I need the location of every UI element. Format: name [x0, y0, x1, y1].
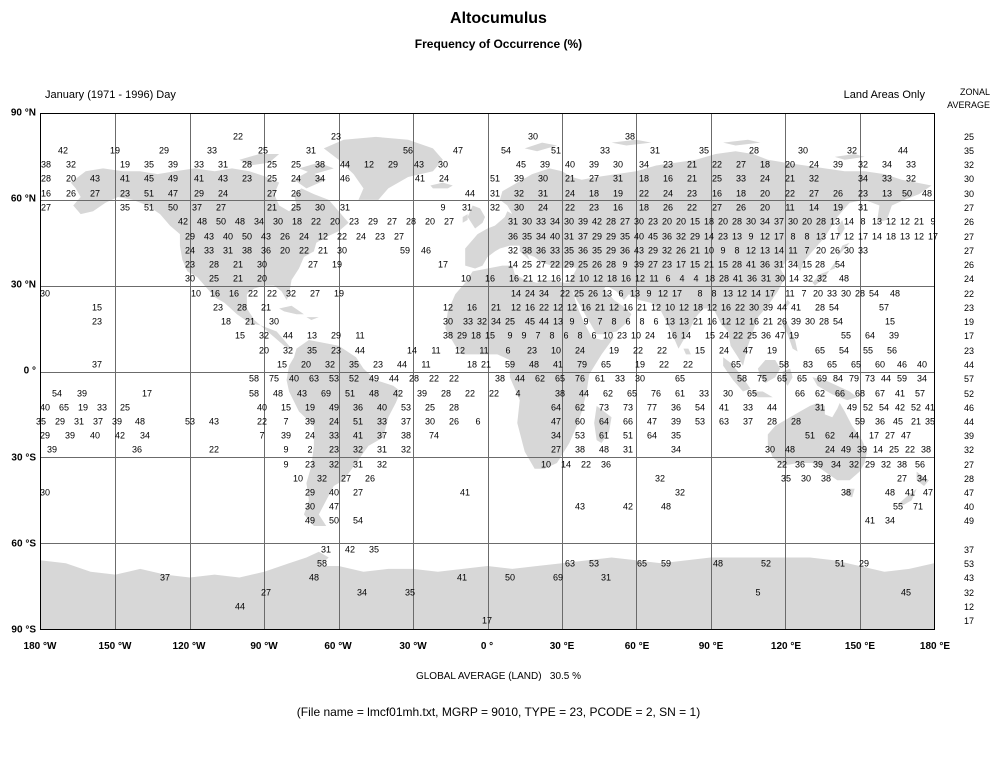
latitude-label: 60 °S — [11, 538, 36, 550]
grid-line-vertical — [413, 114, 414, 629]
global-average-label: GLOBAL AVERAGE (LAND) 30.5 % — [415, 671, 582, 682]
zonal-average-value: 26 — [963, 217, 975, 227]
madagascar-shape — [594, 405, 612, 444]
zonal-average-value: 37 — [963, 545, 975, 555]
longitude-label: 150 °E — [844, 641, 876, 652]
britain-ireland-shape — [462, 205, 486, 229]
grid-line-vertical — [711, 114, 712, 629]
grid-line-vertical — [860, 114, 861, 629]
japan-shape — [812, 219, 850, 286]
page-subtitle: Frequency of Occurrence (%) — [414, 37, 583, 51]
grid-line-horizontal — [41, 286, 934, 287]
zonal-average-value: 32 — [963, 160, 975, 170]
north-america-shape — [70, 168, 349, 352]
zonal-average-value: 32 — [963, 445, 975, 455]
arctic-islands-shape — [239, 139, 865, 189]
zonal-average-value: 19 — [963, 317, 975, 327]
south-america-shape — [286, 340, 401, 526]
latitude-label: 90 °S — [11, 624, 36, 636]
grid-line-vertical — [190, 114, 191, 629]
latitude-label: 90 °N — [10, 107, 36, 119]
longitude-label: 60 °E — [624, 641, 650, 652]
zonal-average-value: 27 — [963, 203, 975, 213]
zonal-average-value: 27 — [963, 460, 975, 470]
latitude-label: 60 °N — [10, 193, 36, 205]
zonal-average-value: 40 — [963, 502, 975, 512]
longitude-label: 30 °E — [549, 641, 575, 652]
zonal-average-value: 39 — [963, 431, 975, 441]
zonal-average-value: 22 — [963, 289, 975, 299]
australia-shape — [767, 402, 868, 498]
zonal-average-header: ZONAL AVERAGE — [947, 86, 990, 112]
latitude-axis: 90 °N 60 °N 30 °N 0 ° 30 °S 60 °S 90 °S — [0, 0, 40, 760]
caribbean-shape — [279, 305, 319, 320]
zonal-average-value: 24 — [963, 274, 975, 284]
grid-line-vertical — [339, 114, 340, 629]
longitude-label: 90 °E — [698, 641, 724, 652]
period-label: January (1971 - 1996) Day — [45, 89, 176, 101]
grid-line-horizontal — [41, 543, 934, 544]
afro-eurasia-shape — [445, 151, 932, 469]
zonal-average-value: 43 — [963, 573, 975, 583]
zonal-average-value: 47 — [963, 488, 975, 498]
file-caption: (File name = lmcf01mh.txt, MGRP = 9010, … — [296, 705, 701, 719]
world-map-plot — [40, 113, 935, 630]
area-label: Land Areas Only — [843, 89, 925, 101]
zonal-average-value: 28 — [963, 474, 975, 484]
zonal-average-value: 44 — [963, 417, 975, 427]
philippines-taiwan-shape — [683, 299, 798, 355]
zonal-average-value: 25 — [963, 132, 975, 142]
zonal-header-line2: AVERAGE — [947, 100, 990, 110]
zonal-average-value: 26 — [963, 260, 975, 270]
longitude-label: 120 °E — [770, 641, 802, 652]
latitude-label: 30 °N — [10, 279, 36, 291]
longitude-label: 90 °W — [250, 641, 278, 652]
longitude-label: 0 ° — [480, 641, 494, 652]
iceland-shape — [430, 182, 453, 189]
zonal-average-value: 35 — [963, 146, 975, 156]
longitude-label: 150 °W — [98, 641, 132, 652]
grid-line-vertical — [785, 114, 786, 629]
zonal-average-value: 32 — [963, 588, 975, 598]
longitude-label: 180 °E — [919, 641, 951, 652]
grid-line-vertical — [115, 114, 116, 629]
grid-line-horizontal — [41, 372, 934, 373]
grid-line-vertical — [488, 114, 489, 629]
zonal-average-value: 57 — [963, 374, 975, 384]
grid-line-vertical — [636, 114, 637, 629]
zonal-average-value: 17 — [963, 616, 975, 626]
page-title: Altocumulus — [450, 10, 547, 27]
indonesia-shape — [723, 357, 858, 401]
longitude-label: 30 °W — [399, 641, 427, 652]
longitude-label: 120 °W — [172, 641, 206, 652]
latitude-label: 0 ° — [23, 365, 36, 377]
zonal-average-value: 49 — [963, 516, 975, 526]
zonal-average-value: 27 — [963, 232, 975, 242]
zonal-average-value: 23 — [963, 303, 975, 313]
zonal-average-value: 17 — [963, 331, 975, 341]
grid-line-horizontal — [41, 457, 934, 458]
zonal-average-value: 30 — [963, 174, 975, 184]
latitude-label: 30 °S — [11, 452, 36, 464]
zonal-header-line1: ZONAL — [959, 87, 990, 97]
grid-line-vertical — [562, 114, 563, 629]
zonal-average-value: 52 — [963, 389, 975, 399]
zonal-average-value: 46 — [963, 403, 975, 413]
zonal-average-value: 53 — [963, 559, 975, 569]
greenland-shape — [323, 136, 443, 200]
grid-line-vertical — [264, 114, 265, 629]
longitude-label: 180 °W — [23, 641, 57, 652]
zonal-average-value: 44 — [963, 360, 975, 370]
zonal-average-value: 23 — [963, 346, 975, 356]
longitude-label: 60 °W — [324, 641, 352, 652]
new-zealand-shape — [899, 471, 930, 506]
zonal-average-value: 12 — [963, 602, 975, 612]
zonal-average-value: 27 — [963, 246, 975, 256]
grid-line-horizontal — [41, 200, 934, 201]
zonal-average-value: 30 — [963, 189, 975, 199]
